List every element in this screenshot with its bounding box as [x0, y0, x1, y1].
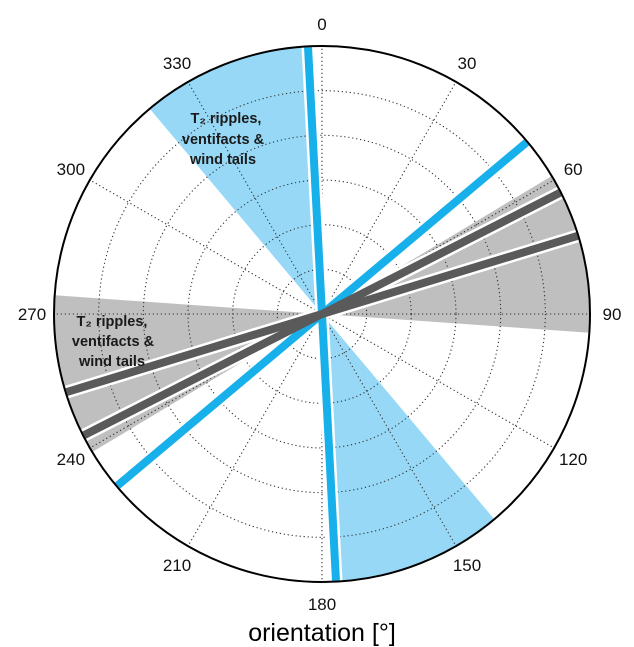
tick-label-180: 180: [308, 595, 336, 614]
tick-label-270: 270: [18, 305, 46, 324]
grid-spoke-120: [321, 313, 555, 449]
annotation-blue: T₂ ripples, ventifacts & wind tails: [182, 111, 268, 168]
grid-ring-4: [142, 134, 502, 494]
grid-spoke-300: [89, 179, 323, 315]
annotation-blue-line-1: T₂ ripples,: [191, 111, 262, 127]
grid-spoke-210: [187, 313, 323, 547]
tick-label-210: 210: [163, 556, 191, 575]
outer-circle: [53, 45, 591, 583]
angular-tick-labels: 0 30 60 90 120 150 180 210 240 270 300 330: [18, 15, 622, 614]
tick-label-150: 150: [453, 556, 481, 575]
tick-label-90: 90: [603, 305, 622, 324]
tick-label-30: 30: [458, 54, 477, 73]
orientation-lines: [64, 47, 580, 581]
annotation-gray-line-1: T₂ ripples,: [77, 314, 148, 330]
tick-label-300: 300: [57, 160, 85, 179]
grid-spoke-150: [321, 313, 457, 547]
grid-ring-3: [187, 179, 457, 449]
tick-label-330: 330: [163, 54, 191, 73]
blue-sector-wedge-1: [149, 46, 322, 314]
annotation-blue-line-3: wind tails: [189, 152, 256, 168]
x-axis-title: orientation [°]: [248, 619, 396, 647]
tick-label-240: 240: [57, 450, 85, 469]
grid-ring-5: [98, 90, 546, 538]
blue-sector-wedge-2: [322, 314, 495, 582]
tick-label-120: 120: [559, 450, 587, 469]
annotation-gray: T₂ ripples, ventifacts & wind tails: [72, 314, 158, 370]
annotation-gray-line-2: ventifacts &: [72, 334, 155, 350]
grid-spoke-30: [321, 81, 457, 315]
annotation-blue-line-2: ventifacts &: [182, 132, 265, 148]
tick-label-60: 60: [564, 160, 583, 179]
annotation-gray-line-3: wind tails: [78, 354, 145, 370]
gray-line-2: [65, 232, 579, 396]
grid-spoke-330: [187, 81, 323, 315]
tick-label-0: 0: [317, 15, 326, 34]
